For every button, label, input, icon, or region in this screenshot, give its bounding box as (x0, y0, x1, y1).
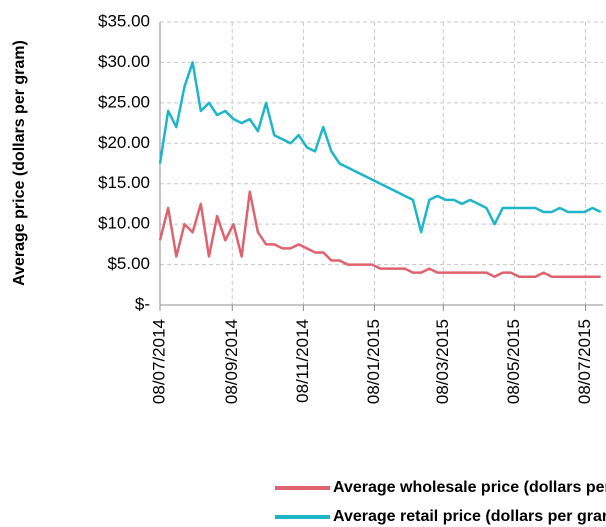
y-tick-label: $- (135, 294, 150, 313)
legend-label: Average retail price (dollars per gram) (333, 508, 606, 525)
x-tick-label: 08/07/2015 (575, 319, 594, 404)
y-axis-label: Average price (dollars per gram) (11, 40, 28, 286)
y-tick-label: $5.00 (107, 254, 150, 273)
series-line (158, 61, 602, 234)
x-tick-label: 08/11/2014 (293, 319, 312, 403)
y-tick-label: $15.00 (98, 173, 150, 192)
y-tick-label: $25.00 (98, 92, 150, 111)
legend-label: Average wholesale price (dollars per gra… (333, 479, 606, 496)
x-tick-label: 08/03/2015 (433, 319, 452, 404)
x-tick-label: 08/05/2015 (504, 319, 523, 404)
y-tick-label: $20.00 (98, 133, 150, 152)
series-line (158, 190, 601, 278)
y-tick-label: $35.00 (98, 11, 150, 30)
y-tick-label: $10.00 (98, 214, 150, 233)
x-tick-label: 08/07/2014 (149, 319, 168, 404)
y-tick-label: $30.00 (98, 52, 150, 71)
x-tick-label: 08/09/2014 (222, 319, 241, 404)
x-tick-label: 08/01/2015 (364, 319, 383, 404)
